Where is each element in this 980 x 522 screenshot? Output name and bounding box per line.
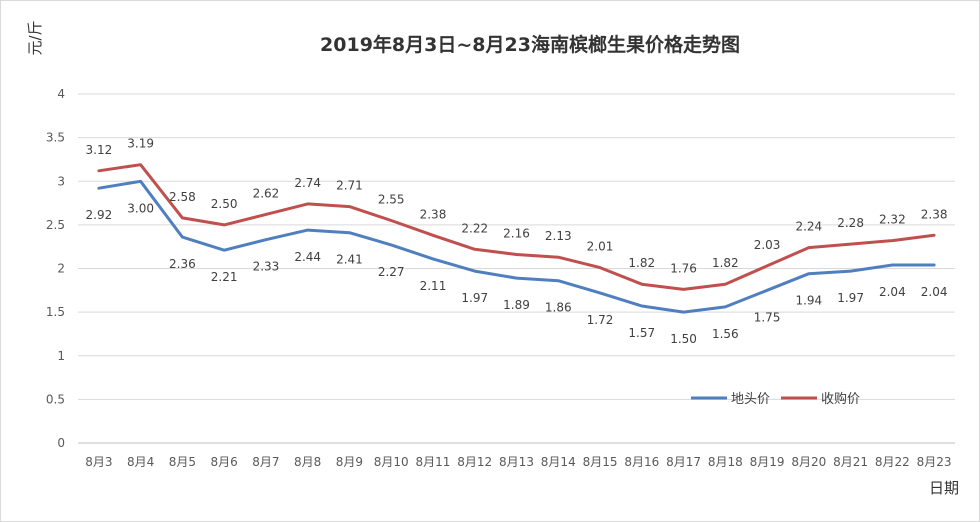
y-tick-label: 2.5 bbox=[46, 218, 65, 232]
data-label: 2.38 bbox=[921, 207, 948, 221]
x-tick-label: 8月11 bbox=[416, 455, 451, 469]
data-label: 3.19 bbox=[127, 137, 154, 151]
data-label: 1.72 bbox=[587, 313, 614, 327]
y-tick-label: 3 bbox=[57, 174, 65, 188]
x-tick-label: 8月7 bbox=[252, 455, 279, 469]
y-axis-ticks: 0 0.5 1 1.5 2 2.5 3 3.5 4 bbox=[46, 87, 65, 450]
data-label: 2.32 bbox=[879, 213, 906, 227]
x-tick-label: 8月15 bbox=[583, 455, 618, 469]
data-label: 2.74 bbox=[294, 176, 321, 190]
series-line-2 bbox=[97, 163, 936, 291]
data-label: 2.03 bbox=[754, 238, 781, 252]
x-tick-label: 8月4 bbox=[127, 455, 154, 469]
data-label: 1.57 bbox=[628, 326, 655, 340]
data-label: 1.82 bbox=[712, 256, 739, 270]
data-label: 2.27 bbox=[378, 265, 405, 279]
y-tick-label: 0.5 bbox=[46, 392, 65, 406]
data-label: 1.76 bbox=[670, 261, 697, 275]
data-label: 2.22 bbox=[461, 221, 488, 235]
x-tick-label: 8月14 bbox=[541, 455, 576, 469]
data-label: 1.86 bbox=[545, 301, 572, 315]
data-label: 2.21 bbox=[211, 270, 238, 284]
data-label: 2.01 bbox=[587, 240, 614, 254]
data-label: 2.38 bbox=[420, 207, 447, 221]
x-axis-title: 日期 bbox=[929, 479, 959, 497]
series-line-1 bbox=[97, 179, 936, 314]
data-label: 3.12 bbox=[86, 143, 113, 157]
x-axis-ticks: 8月3 8月4 8月5 8月6 8月7 8月8 8月9 8月10 8月11 8月12 8月13 8月1… bbox=[85, 455, 951, 469]
data-label: 2.92 bbox=[86, 208, 113, 222]
y-tick-label: 2 bbox=[57, 262, 65, 276]
data-label: 1.75 bbox=[754, 310, 781, 324]
data-label: 2.71 bbox=[336, 179, 363, 193]
data-labels: 3.12 3.19 2.58 2.50 2.62 2.74 2.71 2.55 2.38 2.22… bbox=[86, 137, 948, 346]
data-label: 1.97 bbox=[461, 291, 488, 305]
x-tick-label: 8月21 bbox=[833, 455, 868, 469]
data-label: 2.24 bbox=[795, 220, 822, 234]
data-label: 1.89 bbox=[503, 298, 530, 312]
data-label: 2.36 bbox=[169, 257, 196, 271]
x-tick-label: 8月8 bbox=[294, 455, 321, 469]
x-tick-label: 8月6 bbox=[211, 455, 238, 469]
data-label: 2.55 bbox=[378, 193, 405, 207]
data-label: 2.28 bbox=[837, 216, 864, 230]
data-label: 2.04 bbox=[879, 285, 906, 299]
series-lines bbox=[97, 163, 936, 314]
data-label: 2.13 bbox=[545, 229, 572, 243]
legend-label-2: 收购价 bbox=[821, 391, 860, 407]
x-tick-label: 8月23 bbox=[917, 455, 952, 469]
x-tick-label: 8月3 bbox=[85, 455, 112, 469]
y-tick-label: 3.5 bbox=[46, 131, 65, 145]
legend: 地头价 收购价 bbox=[691, 391, 860, 407]
data-label: 1.50 bbox=[670, 332, 697, 346]
chart-title: 2019年8月3日~8月23海南槟榔生果价格走势图 bbox=[320, 33, 740, 56]
data-label: 2.11 bbox=[420, 279, 447, 293]
y-tick-label: 1.5 bbox=[46, 305, 65, 319]
data-label: 3.00 bbox=[127, 201, 154, 215]
x-tick-label: 8月18 bbox=[708, 455, 743, 469]
x-tick-label: 8月9 bbox=[336, 455, 363, 469]
data-label: 1.94 bbox=[795, 294, 822, 308]
gridlines bbox=[78, 93, 955, 444]
data-label: 1.97 bbox=[837, 291, 864, 305]
x-tick-label: 8月19 bbox=[750, 455, 785, 469]
x-tick-label: 8月16 bbox=[624, 455, 659, 469]
x-tick-label: 8月10 bbox=[374, 455, 409, 469]
x-tick-label: 8月5 bbox=[169, 455, 196, 469]
y-axis-title: 元/斤 bbox=[26, 20, 44, 55]
data-label: 2.62 bbox=[253, 186, 280, 200]
data-label: 2.04 bbox=[921, 285, 948, 299]
data-label: 2.50 bbox=[211, 197, 238, 211]
x-tick-label: 8月22 bbox=[875, 455, 910, 469]
data-label: 2.16 bbox=[503, 227, 530, 241]
y-tick-label: 0 bbox=[57, 436, 65, 450]
data-label: 1.56 bbox=[712, 327, 739, 341]
y-tick-label: 1 bbox=[57, 349, 65, 363]
data-label: 2.41 bbox=[336, 253, 363, 267]
x-tick-label: 8月20 bbox=[791, 455, 826, 469]
y-tick-label: 4 bbox=[57, 87, 65, 101]
x-tick-label: 8月12 bbox=[457, 455, 492, 469]
data-label: 2.58 bbox=[169, 190, 196, 204]
legend-label-1: 地头价 bbox=[731, 392, 770, 407]
data-label: 1.82 bbox=[628, 256, 655, 270]
x-tick-label: 8月17 bbox=[666, 455, 701, 469]
data-label: 2.44 bbox=[294, 250, 321, 264]
data-label: 2.33 bbox=[253, 260, 280, 274]
x-tick-label: 8月13 bbox=[499, 455, 534, 469]
